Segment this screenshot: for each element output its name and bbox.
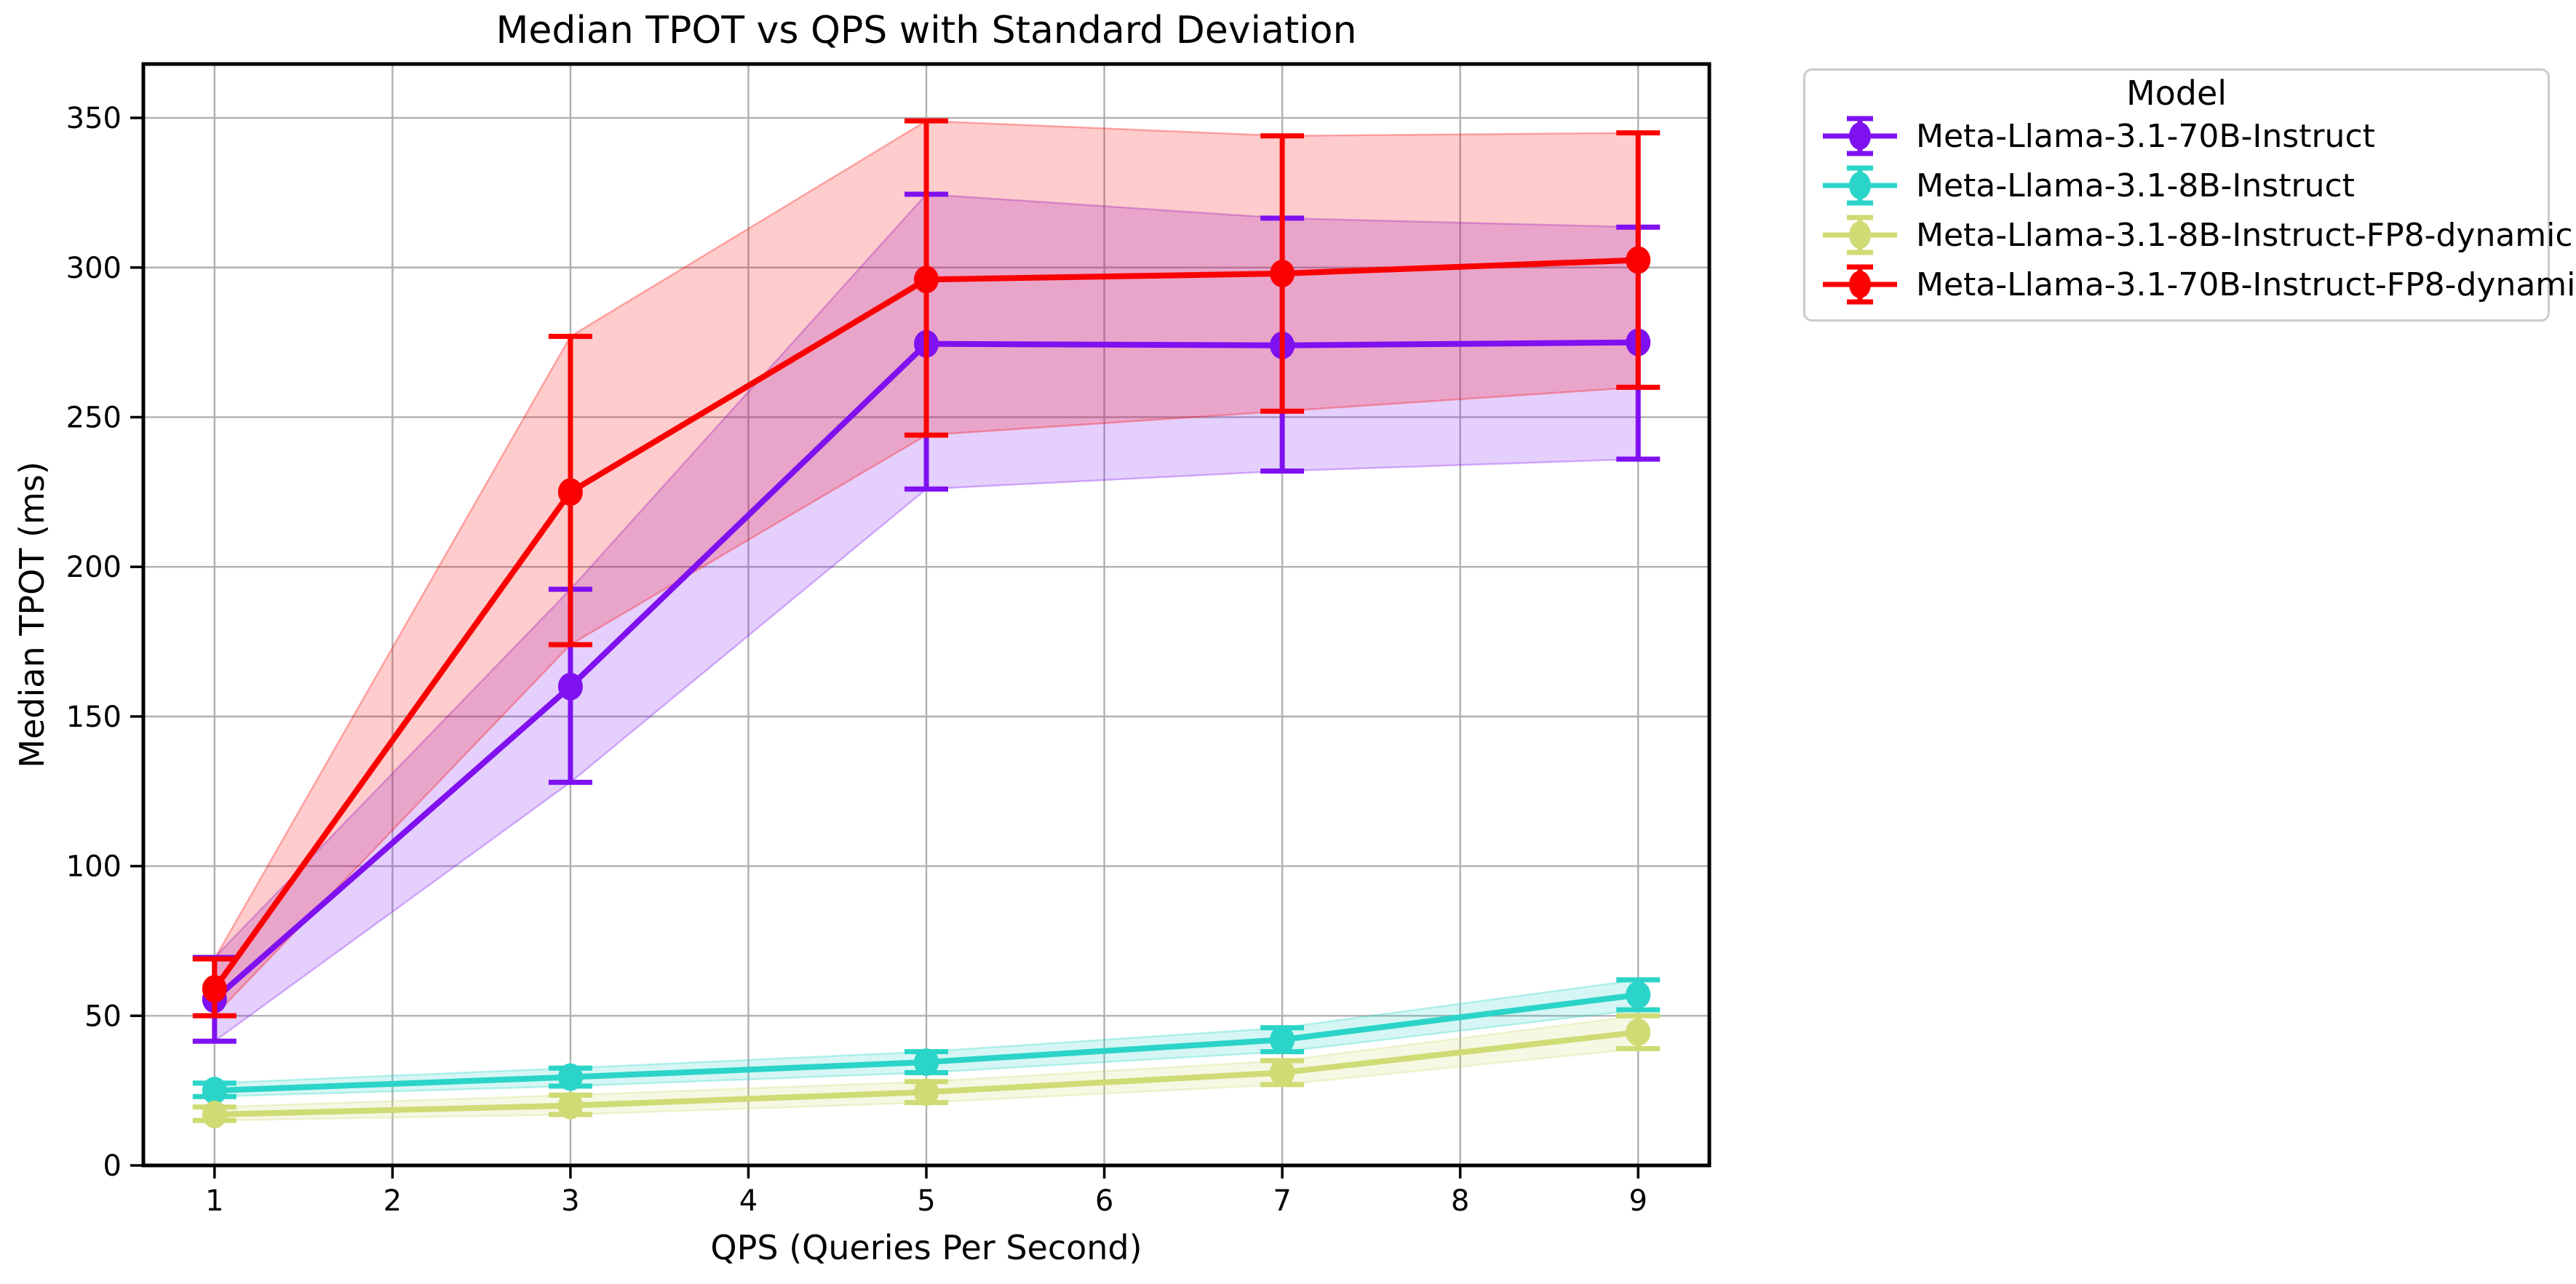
x-tick-label: 5 — [917, 1184, 935, 1218]
x-tick-label: 3 — [561, 1184, 579, 1218]
data-point-marker — [202, 1077, 227, 1105]
y-axis-label: Median TPOT (ms) — [12, 461, 52, 768]
x-tick-label: 2 — [383, 1184, 402, 1218]
data-point-marker — [914, 1048, 939, 1077]
data-point-marker — [1270, 1026, 1295, 1054]
legend-item-3: Meta-Llama-3.1-70B-Instruct-FP8-dynamic — [1805, 260, 2576, 309]
data-point-marker — [557, 1091, 583, 1120]
axes-frame — [141, 62, 1712, 1168]
x-tick-label: 7 — [1273, 1184, 1291, 1218]
legend-title: Model — [2126, 73, 2227, 113]
series-3 — [192, 118, 1661, 1018]
legend: Model Meta-Llama-3.1-70B-Instruct Meta-Ll… — [1803, 68, 2576, 322]
legend-item-0: Meta-Llama-3.1-70B-Instruct — [1805, 111, 2548, 161]
legend-item-label: Meta-Llama-3.1-8B-Instruct — [1916, 167, 2355, 204]
y-tick-label: 100 — [66, 850, 122, 884]
y-tick-label: 250 — [66, 401, 122, 434]
legend-item-label: Meta-Llama-3.1-70B-Instruct-FP8-dynamic — [1916, 266, 2576, 303]
data-point-marker — [914, 266, 939, 294]
data-point-marker — [1626, 981, 1651, 1009]
legend-item-1: Meta-Llama-3.1-8B-Instruct — [1805, 161, 2548, 210]
x-tick-label: 8 — [1451, 1184, 1469, 1218]
errorbar-marker-icon — [1823, 165, 1897, 206]
data-point-marker — [1626, 246, 1651, 274]
series-2 — [192, 1013, 1661, 1129]
series-1 — [192, 977, 1661, 1105]
y-tick-label: 150 — [66, 701, 122, 734]
errorbar-marker-icon — [1823, 116, 1897, 156]
y-tick-label: 200 — [66, 551, 122, 584]
legend-item-2: Meta-Llama-3.1-8B-Instruct-FP8-dynamic — [1805, 210, 2573, 260]
data-point-marker — [557, 672, 583, 701]
data-point-marker — [202, 1101, 227, 1129]
y-tick-label: 350 — [66, 102, 122, 135]
y-tick-label: 50 — [84, 1000, 122, 1033]
errorbar-marker-icon — [1823, 264, 1897, 305]
x-tick-label: 6 — [1095, 1184, 1113, 1218]
legend-item-label: Meta-Llama-3.1-70B-Instruct — [1916, 117, 2375, 155]
errorbar-marker-icon — [1823, 215, 1897, 255]
x-axis-label: QPS (Queries Per Second) — [710, 1228, 1142, 1267]
legend-item-label: Meta-Llama-3.1-8B-Instruct-FP8-dynamic — [1916, 216, 2573, 254]
y-tick-label: 0 — [103, 1149, 122, 1183]
data-point-marker — [557, 1063, 583, 1091]
x-tick-label: 9 — [1629, 1184, 1647, 1218]
y-tick-label: 300 — [66, 252, 122, 285]
data-point-marker — [1626, 1018, 1651, 1046]
data-point-marker — [1270, 1058, 1295, 1087]
x-tick-label: 1 — [205, 1184, 223, 1218]
data-point-marker — [914, 1078, 939, 1106]
data-point-marker — [557, 478, 583, 506]
x-tick-label: 4 — [739, 1184, 758, 1218]
data-point-marker — [202, 975, 227, 1003]
legend-items: Meta-Llama-3.1-70B-Instruct Meta-Llama-3.… — [1805, 111, 2576, 309]
data-point-marker — [1270, 259, 1295, 287]
chart-title: Median TPOT vs QPS with Standard Deviati… — [496, 9, 1357, 52]
